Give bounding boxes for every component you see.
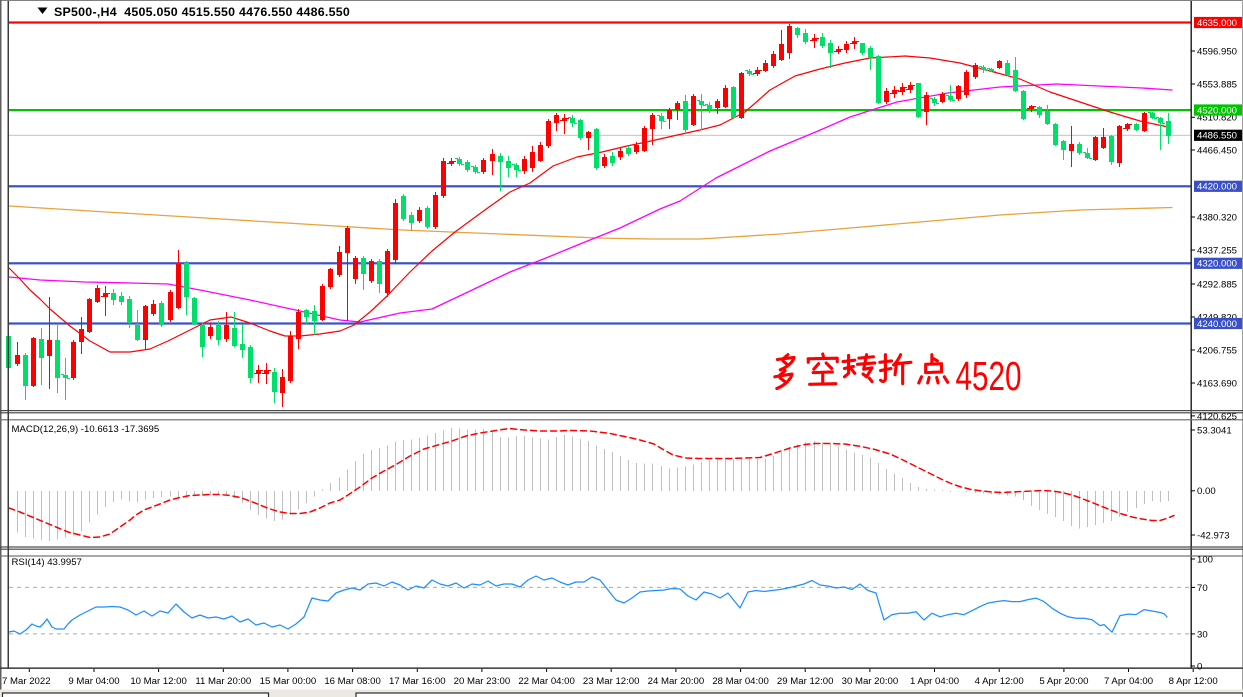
svg-text:4163.690: 4163.690 — [1197, 378, 1237, 389]
svg-text:0: 0 — [1197, 661, 1202, 672]
svg-text:4596.950: 4596.950 — [1197, 46, 1237, 57]
svg-text:30 Mar 20:00: 30 Mar 20:00 — [842, 676, 899, 687]
svg-text:7 Apr 04:00: 7 Apr 04:00 — [1104, 676, 1153, 687]
svg-text:8 Apr 12:00: 8 Apr 12:00 — [1169, 676, 1218, 687]
svg-text:100: 100 — [1197, 554, 1213, 565]
svg-text:RSI(14) 43.9957: RSI(14) 43.9957 — [12, 557, 82, 568]
svg-text:28 Mar 04:00: 28 Mar 04:00 — [712, 676, 769, 687]
svg-text:4206.755: 4206.755 — [1197, 345, 1237, 356]
svg-text:MACD(12,26,9) -10.6613 -17.369: MACD(12,26,9) -10.6613 -17.3695 — [12, 424, 160, 435]
svg-text:4520.000: 4520.000 — [1197, 105, 1237, 116]
svg-text:4337.255: 4337.255 — [1197, 245, 1237, 256]
svg-text:0.00: 0.00 — [1197, 486, 1216, 497]
svg-text:4553.885: 4553.885 — [1197, 79, 1237, 90]
svg-text:29 Mar 12:00: 29 Mar 12:00 — [777, 676, 834, 687]
svg-text:24 Mar 20:00: 24 Mar 20:00 — [648, 676, 705, 687]
svg-text:4380.320: 4380.320 — [1197, 212, 1237, 223]
svg-text:23 Mar 12:00: 23 Mar 12:00 — [583, 676, 640, 687]
svg-text:4240.000: 4240.000 — [1197, 319, 1237, 330]
svg-text:1 Apr 04:00: 1 Apr 04:00 — [910, 676, 959, 687]
svg-text:15 Mar 00:00: 15 Mar 00:00 — [260, 676, 317, 687]
svg-text:9 Mar 04:00: 9 Mar 04:00 — [68, 676, 119, 687]
svg-text:7 Mar 2022: 7 Mar 2022 — [2, 676, 51, 687]
svg-text:4486.550: 4486.550 — [1197, 131, 1237, 142]
svg-text:4420.000: 4420.000 — [1197, 182, 1237, 193]
svg-text:70: 70 — [1197, 583, 1208, 594]
svg-text:4120.625: 4120.625 — [1197, 411, 1237, 422]
svg-text:4520: 4520 — [956, 353, 1022, 399]
svg-text:10 Mar 12:00: 10 Mar 12:00 — [130, 676, 187, 687]
svg-text:4 Apr 12:00: 4 Apr 12:00 — [975, 676, 1024, 687]
svg-text:4466.450: 4466.450 — [1197, 145, 1237, 156]
svg-text:20 Mar 23:00: 20 Mar 23:00 — [454, 676, 511, 687]
svg-text:30: 30 — [1197, 629, 1208, 640]
svg-text:4292.885: 4292.885 — [1197, 279, 1237, 290]
svg-text:-42.973: -42.973 — [1197, 530, 1230, 541]
svg-text:17 Mar 16:00: 17 Mar 16:00 — [389, 676, 446, 687]
svg-text:16 Mar 08:00: 16 Mar 08:00 — [324, 676, 381, 687]
svg-text:4635.000: 4635.000 — [1197, 18, 1237, 29]
svg-text:11 Mar 20:00: 11 Mar 20:00 — [195, 676, 251, 687]
svg-text:SP500-,H4 4505.050 4515.550 4: SP500-,H4 4505.050 4515.550 4476.550 448… — [54, 5, 350, 19]
svg-text:4510.820: 4510.820 — [1197, 113, 1237, 124]
svg-text:4320.000: 4320.000 — [1197, 259, 1237, 270]
svg-text:53.3041: 53.3041 — [1197, 425, 1232, 436]
svg-text:5 Apr 20:00: 5 Apr 20:00 — [1039, 676, 1088, 687]
svg-text:22 Mar 04:00: 22 Mar 04:00 — [518, 676, 575, 687]
